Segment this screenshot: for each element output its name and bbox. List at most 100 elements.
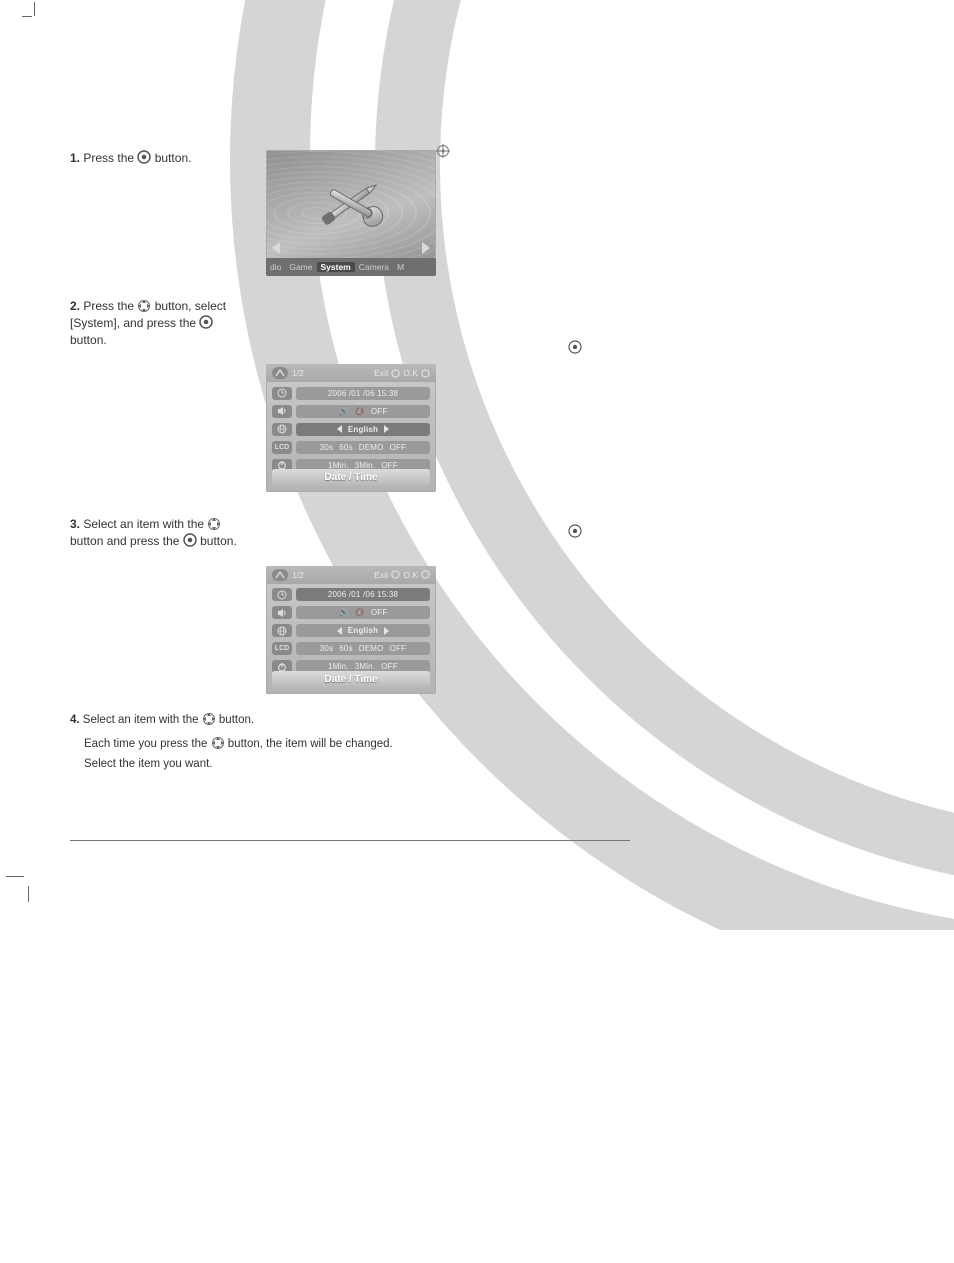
chevron-left-icon	[337, 425, 342, 433]
after-line-2: Select the item you want.	[84, 756, 590, 772]
row-datetime-value: 2006 /01 /06 15:38	[296, 387, 430, 400]
shot-3-wrap: 1/2 Exit O.K 2006 /01 /06 15:38	[266, 566, 590, 694]
segment-label: OFF	[371, 407, 388, 416]
row-datetime-value: 2006 /01 /06 15:38	[296, 588, 430, 601]
segment-label: 30s	[320, 644, 334, 653]
step-1-before: Press the	[83, 151, 134, 165]
step-4-num: 4.	[70, 714, 80, 726]
header-right: Exit O.K	[374, 570, 430, 580]
clock-icon	[272, 387, 292, 400]
step-2: 2. Press the button, select [System], an…	[70, 296, 590, 348]
page-indicator-wrap: 1/2	[272, 367, 304, 379]
record-button-icon	[199, 315, 213, 329]
screenshot-main-menu: dio Game System Camera M	[266, 150, 436, 276]
row-beep-value: 🔊🔇 OFF	[296, 405, 430, 418]
settings-rows: 2006 /01 /06 15:38 🔊🔇 OFF Engli	[266, 382, 436, 473]
shot-1-wrap: dio Game System Camera M	[266, 150, 436, 276]
tool-pill-icon	[272, 569, 288, 581]
clock-icon	[272, 588, 292, 601]
row-lcd-value: 30s 60s DEMO OFF	[296, 441, 430, 454]
manual-page: 1. Press the button.	[0, 0, 954, 930]
language-icon	[272, 423, 292, 436]
step-3: 3. Select an item with the button and pr…	[70, 514, 590, 550]
row-language: English	[272, 623, 430, 639]
after-line-1: Each time you press the button, the item…	[84, 736, 590, 752]
nav-arrow-left-icon	[272, 242, 280, 254]
step-2-num: 2.	[70, 299, 80, 313]
settings-footer: Date / Time	[272, 469, 430, 486]
segment-label: 30s	[320, 443, 334, 452]
exit-circle-icon	[391, 570, 400, 579]
menu-item: dio	[266, 262, 285, 272]
segment-label: 60s	[339, 443, 353, 452]
after-1-before: Each time you press the	[84, 738, 207, 750]
speaker-icon	[272, 606, 292, 619]
lcd-icon: LCD	[272, 642, 292, 655]
content-column: 1. Press the button.	[70, 150, 590, 772]
exit-label: Exit	[374, 368, 388, 378]
row-lcd: LCD 30s 60s DEMO OFF	[272, 439, 430, 455]
step-4-before: Select an item with the	[83, 714, 199, 726]
shot-2-wrap: 1/2 Exit O.K 2006 /01 /06 15:38	[266, 364, 590, 492]
chevron-right-icon	[384, 425, 389, 433]
step-1: 1. Press the button.	[70, 150, 590, 276]
row-beep: 🔊🔇 OFF	[272, 605, 430, 621]
language-label: English	[348, 425, 378, 434]
row-lcd-value: 30s 60s DEMO OFF	[296, 642, 430, 655]
settings-rows: 2006 /01 /06 15:38 🔊🔇 OFF Engli	[266, 584, 436, 675]
menu-item: Game	[285, 262, 316, 272]
header-right: Exit O.K	[374, 368, 430, 378]
exit-circle-icon	[391, 369, 400, 378]
main-menu-bar: dio Game System Camera M	[266, 258, 436, 276]
row-lcd: LCD 30s 60s DEMO OFF	[272, 641, 430, 657]
row-language: English	[272, 421, 430, 437]
settings-header: 1/2 Exit O.K	[266, 566, 436, 584]
step-1-text: 1. Press the button.	[70, 150, 250, 167]
step-4-after: button.	[219, 714, 254, 726]
page-indicator: 1/2	[292, 368, 304, 378]
page-indicator: 1/2	[292, 570, 304, 580]
step-3-text: 3. Select an item with the button and pr…	[70, 514, 250, 550]
row-beep-value: 🔊🔇 OFF	[296, 606, 430, 619]
step-1-after: button.	[155, 151, 192, 165]
segment-label: OFF	[390, 644, 407, 653]
record-button-icon	[183, 533, 197, 547]
dpad-icon	[137, 299, 151, 313]
lcd-icon: LCD	[272, 441, 292, 454]
dpad-icon	[202, 712, 216, 726]
ok-label: O.K	[403, 570, 418, 580]
ok-label: O.K	[403, 368, 418, 378]
segment-label: OFF	[390, 443, 407, 452]
row-beep: 🔊🔇 OFF	[272, 403, 430, 419]
segment-label: DEMO	[359, 443, 384, 452]
registration-mark-icon	[568, 524, 582, 538]
record-button-icon	[137, 150, 151, 164]
tool-pill-icon	[272, 367, 288, 379]
dpad-icon	[211, 736, 225, 750]
chevron-left-icon	[337, 627, 342, 635]
ok-circle-icon	[421, 369, 430, 378]
exit-label: Exit	[374, 570, 388, 580]
row-datetime: 2006 /01 /06 15:38	[272, 385, 430, 401]
step-3-after: button.	[200, 534, 237, 548]
chevron-right-icon	[384, 627, 389, 635]
menu-item-selected: System	[317, 262, 355, 272]
ok-circle-icon	[421, 570, 430, 579]
language-label: English	[348, 626, 378, 635]
row-datetime: 2006 /01 /06 15:38	[272, 587, 430, 603]
registration-mark-icon	[568, 340, 582, 354]
registration-mark-icon	[436, 144, 450, 158]
step-3-before: Select an item with the	[83, 517, 204, 531]
nav-arrow-right-icon	[422, 242, 430, 254]
screenshot-settings-1: 1/2 Exit O.K 2006 /01 /06 15:38	[266, 364, 436, 492]
menu-item: Camera	[355, 262, 393, 272]
screenshot-settings-2: 1/2 Exit O.K 2006 /01 /06 15:38	[266, 566, 436, 694]
speaker-icon	[272, 405, 292, 418]
step-3-mid: button and press the	[70, 534, 179, 548]
row-language-value: English	[296, 423, 430, 436]
step-4-line: 4. Select an item with the button.	[70, 712, 590, 728]
step-1-num: 1.	[70, 151, 80, 165]
after-1-after: button, the item will be changed.	[228, 738, 393, 750]
step-2-after: button.	[70, 333, 107, 347]
settings-footer: Date / Time	[272, 671, 430, 688]
